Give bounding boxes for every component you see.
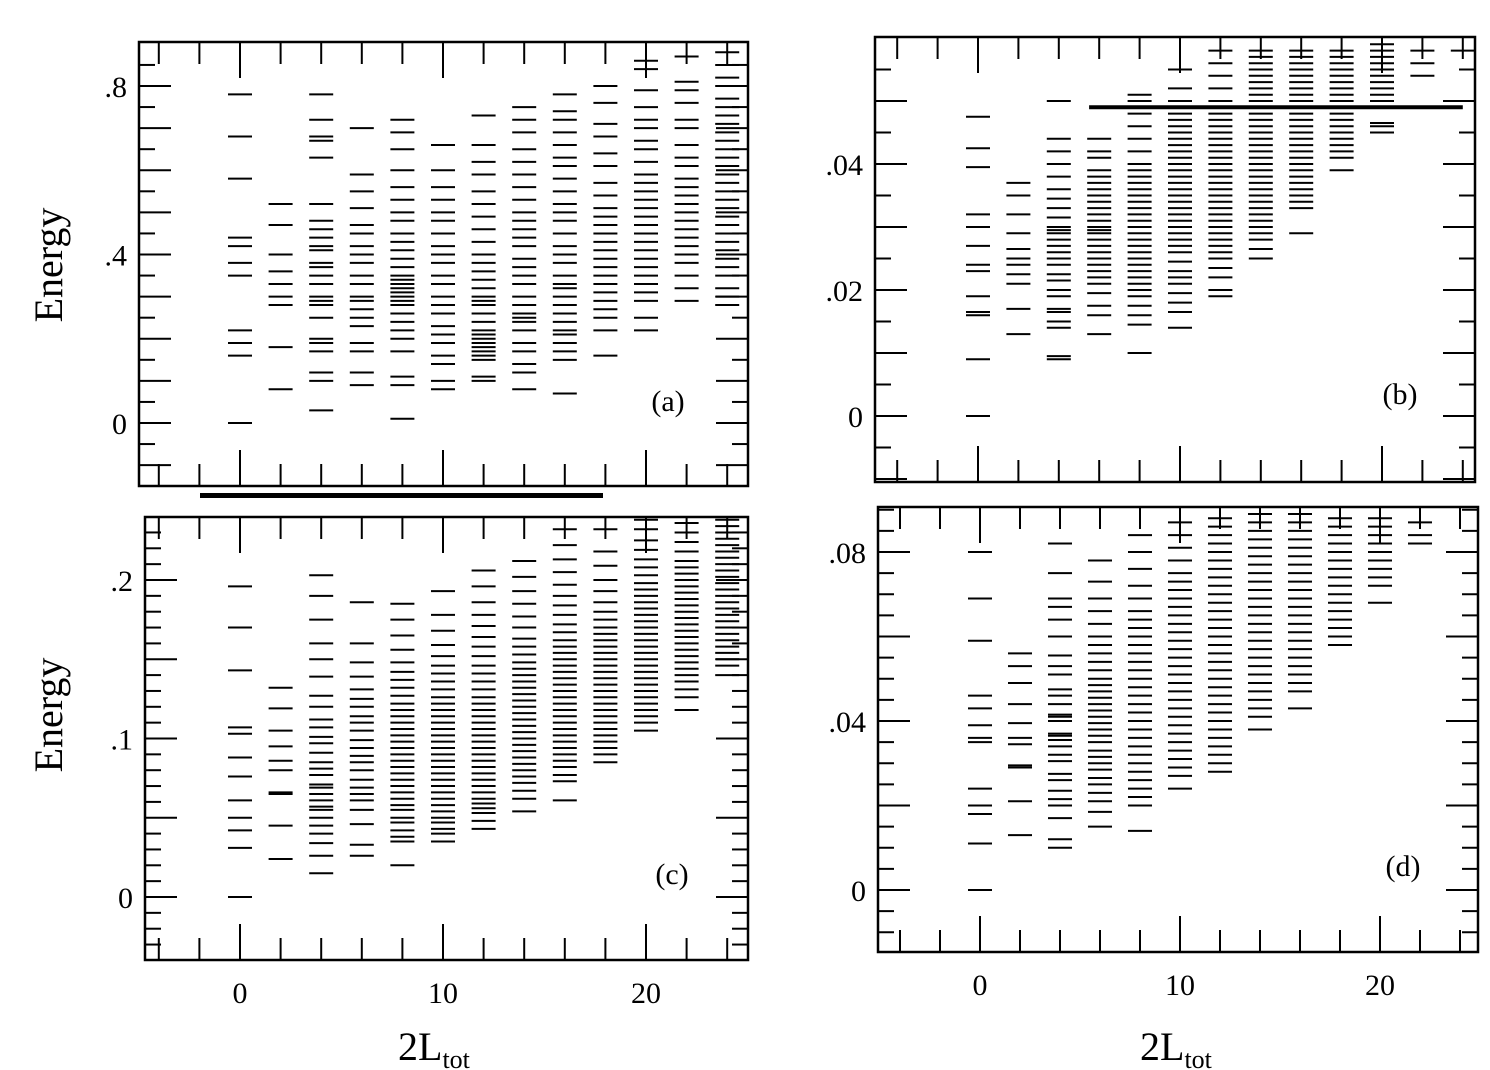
panel-tag: (b) xyxy=(1383,378,1418,411)
x-tick-label: 0 xyxy=(973,969,988,1002)
x-tick-label: 20 xyxy=(1365,969,1395,1002)
y-tick-label: .4 xyxy=(105,240,128,273)
y-tick-label: .1 xyxy=(111,724,134,757)
x-axis-title-right-sub: tot xyxy=(1184,1045,1212,1070)
x-tick-label: 10 xyxy=(428,977,458,1010)
y-tick-label: .04 xyxy=(826,149,864,182)
y-tick-label: 0 xyxy=(851,875,866,908)
energy-levels xyxy=(228,518,740,898)
panel-c: 0 .1 .2 0 10 20 (c) xyxy=(111,515,750,1010)
separator-bar xyxy=(200,493,603,498)
y-tick-label: 0 xyxy=(112,408,127,441)
plot-frame xyxy=(876,505,1480,954)
panel-tag: (c) xyxy=(655,858,688,891)
energy-levels xyxy=(228,51,740,424)
x-tick-label: 20 xyxy=(631,977,661,1010)
y-tick-label: 0 xyxy=(118,882,133,915)
panel-tag: (d) xyxy=(1386,850,1421,883)
x-axis-title-left-main: 2L xyxy=(398,1024,442,1069)
y-axis-title-top: Energy xyxy=(26,208,71,323)
plot-frame xyxy=(873,35,1477,484)
energy-levels xyxy=(968,512,1432,891)
y-tick-label: .08 xyxy=(829,537,867,570)
x-axis-title-right-main: 2L xyxy=(1140,1024,1184,1069)
y-tick-label: .04 xyxy=(829,706,867,739)
panel-tag: (a) xyxy=(651,385,684,418)
y-tick-label: .02 xyxy=(826,275,864,308)
energy-levels xyxy=(966,43,1475,417)
y-tick-label: .8 xyxy=(105,71,128,104)
x-tick-label: 0 xyxy=(233,977,248,1010)
plot-frame xyxy=(137,40,750,488)
panel-b: 0 .02 .04 (b) xyxy=(826,35,1477,484)
y-axis-title-bottom: Energy xyxy=(26,658,71,773)
x-tick-label: 10 xyxy=(1165,969,1195,1002)
panel-d: 0 .04 .08 0 10 20 (d) xyxy=(829,505,1480,1002)
x-axis-title-right: 2Ltot xyxy=(1140,1024,1213,1070)
x-axis-title-left: 2Ltot xyxy=(398,1024,471,1070)
y-tick-label: .2 xyxy=(111,565,134,598)
y-tick-label: 0 xyxy=(848,401,863,434)
panel-a: 0 .4 .8 (a) xyxy=(105,40,750,488)
x-axis-title-left-sub: tot xyxy=(442,1045,470,1070)
